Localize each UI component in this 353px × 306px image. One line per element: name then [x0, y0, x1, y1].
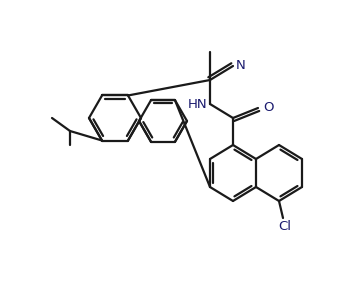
Text: HN: HN: [187, 98, 207, 110]
Text: N: N: [236, 58, 246, 72]
Text: O: O: [263, 100, 274, 114]
Text: Cl: Cl: [279, 219, 292, 233]
